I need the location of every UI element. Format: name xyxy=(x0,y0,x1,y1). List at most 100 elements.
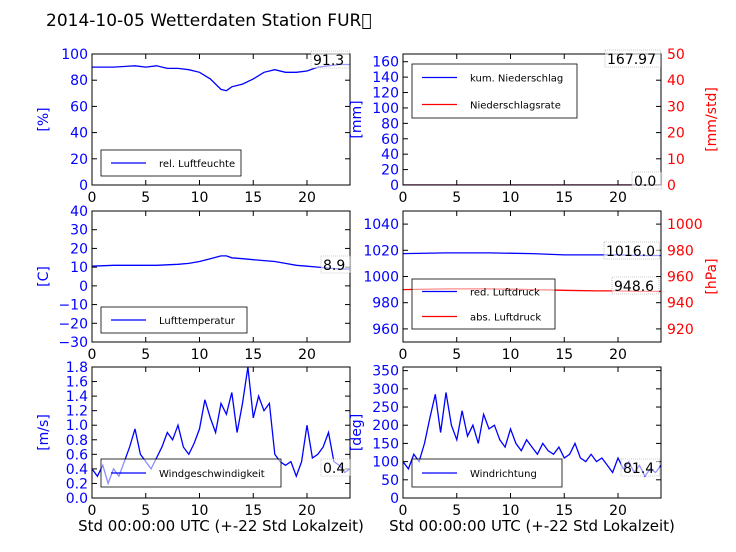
y-tick-label: 50 xyxy=(381,473,399,489)
series-line-windrichtung xyxy=(403,392,661,478)
y-tick-label: 20 xyxy=(70,152,88,168)
y-tick-label: 0 xyxy=(79,178,88,194)
y-tick-label: 150 xyxy=(372,436,399,452)
axes-frame xyxy=(91,53,351,186)
readout-value: 0.0 xyxy=(634,174,656,190)
y-tick-label: 120 xyxy=(372,86,399,102)
x-tick-label: 5 xyxy=(141,190,150,206)
readout-box xyxy=(310,50,350,69)
x-tick-label: 15 xyxy=(555,190,573,206)
y-tick-label: 1.8 xyxy=(66,360,88,376)
readout-value: 0.4 xyxy=(323,461,345,477)
y2-tick-label: 10 xyxy=(667,152,685,168)
y-tick-label: 960 xyxy=(372,322,399,338)
x-tick-label: 15 xyxy=(555,503,573,519)
x-tick-label: 10 xyxy=(502,347,520,363)
y-tick-label: 1000 xyxy=(363,270,399,286)
x-tick-label: 5 xyxy=(141,503,150,519)
y-tick-label: 80 xyxy=(381,116,399,132)
legend: red. Luftdruck abs. Luftdruck xyxy=(411,278,556,330)
readout-value: 948.6 xyxy=(614,279,654,295)
y-tick-label: 0.6 xyxy=(66,447,88,463)
x-tick-label: 20 xyxy=(609,347,627,363)
readout-box xyxy=(631,171,663,190)
y2-tick-label: 0 xyxy=(667,178,676,194)
readout-box xyxy=(620,458,660,477)
legend: Windrichtung xyxy=(411,458,563,488)
x-tick-label: 5 xyxy=(452,503,461,519)
x-tick-label: 20 xyxy=(298,190,316,206)
axes-frame xyxy=(91,366,351,499)
chart-panel-niederschlag: 0 5 10 15 2002040608010012014016001020304050… xyxy=(349,47,720,206)
x-tick-label: 0 xyxy=(88,347,97,363)
axes-frame xyxy=(402,53,662,186)
readout-box xyxy=(320,458,352,477)
y-tick-label: 250 xyxy=(372,400,399,416)
x-tick-label: 10 xyxy=(502,190,520,206)
y-tick-label: 1.6 xyxy=(66,375,88,391)
x-tick-label: 15 xyxy=(244,503,262,519)
y-tick-label: 0.2 xyxy=(66,476,88,492)
y-tick-label: 20 xyxy=(70,241,88,257)
y-tick-label: 60 xyxy=(381,132,399,148)
y2-tick-label: 960 xyxy=(667,270,694,286)
legend: rel. Luftfeuchte xyxy=(100,149,242,177)
legend-label: kum. Niederschlag xyxy=(470,74,563,85)
y-tick-label: −20 xyxy=(58,316,88,332)
y-tick-label: 0.4 xyxy=(66,462,88,478)
y-tick-label: 10 xyxy=(70,260,88,276)
legend-label: Lufttemperatur xyxy=(159,316,236,327)
y-axis-label: [C] xyxy=(36,266,52,287)
y-axis-label: [deg] xyxy=(349,414,365,451)
x-tick-label: 0 xyxy=(88,190,97,206)
y-tick-label: −10 xyxy=(58,298,88,314)
y-tick-label: 100 xyxy=(61,47,88,63)
y-tick-label: 1.2 xyxy=(66,404,88,420)
x-tick-label: 15 xyxy=(244,347,262,363)
y2-tick-label: 40 xyxy=(667,73,685,89)
y2-tick-label: 30 xyxy=(667,99,685,115)
x-axis-label: Std 00:00:00 UTC (+-22 Std Lokalzeit) xyxy=(389,517,675,535)
x-tick-label: 10 xyxy=(191,347,209,363)
axes-frame xyxy=(91,210,351,343)
figure-title: 2014-10-05 Wetterdaten Station FUR  xyxy=(46,11,372,31)
y-tick-label: 0 xyxy=(390,178,399,194)
y-tick-label: 0.8 xyxy=(66,433,88,449)
x-tick-label: 5 xyxy=(452,347,461,363)
y-tick-label: 160 xyxy=(372,55,399,71)
legend-label: abs. Luftdruck xyxy=(470,313,541,324)
y-tick-label: 350 xyxy=(372,364,399,380)
x-tick-label: 10 xyxy=(191,190,209,206)
y2-axis-label: [mm/std] xyxy=(704,87,720,152)
legend: kum. Niederschlag Niederschlagsrate xyxy=(411,63,578,119)
y2-tick-label: 940 xyxy=(667,296,694,312)
legend: Windgeschwindigkeit xyxy=(100,458,282,488)
y-tick-label: 300 xyxy=(372,382,399,398)
y-tick-label: 20 xyxy=(381,163,399,179)
y-tick-label: 30 xyxy=(70,223,88,239)
y-tick-label: 140 xyxy=(372,70,399,86)
legend-box xyxy=(411,63,578,119)
y-tick-label: 1040 xyxy=(363,217,399,233)
y-tick-label: 60 xyxy=(70,99,88,115)
y-tick-label: 200 xyxy=(372,418,399,434)
x-tick-label: 20 xyxy=(609,503,627,519)
y-tick-label: 80 xyxy=(70,73,88,89)
y-tick-label: 1020 xyxy=(363,243,399,259)
y-axis-label: [m/s] xyxy=(36,414,52,451)
x-tick-label: 10 xyxy=(191,503,209,519)
y-tick-label: 40 xyxy=(70,204,88,220)
y2-tick-label: 1000 xyxy=(667,217,703,233)
x-tick-label: 20 xyxy=(609,190,627,206)
x-tick-label: 5 xyxy=(141,347,150,363)
y-axis-label: [%] xyxy=(36,107,52,131)
readout-value: 167.97 xyxy=(607,52,656,68)
axes-frame xyxy=(402,366,662,499)
y-tick-label: 0 xyxy=(79,279,88,295)
readout-box xyxy=(320,255,352,274)
x-tick-label: 20 xyxy=(298,503,316,519)
chart-panel-temperatur: 0 5 10 15 20 −30 −20 −10 0 10 20 30 40 [C] Lufttempera… xyxy=(36,204,352,363)
x-tick-label: 5 xyxy=(452,190,461,206)
